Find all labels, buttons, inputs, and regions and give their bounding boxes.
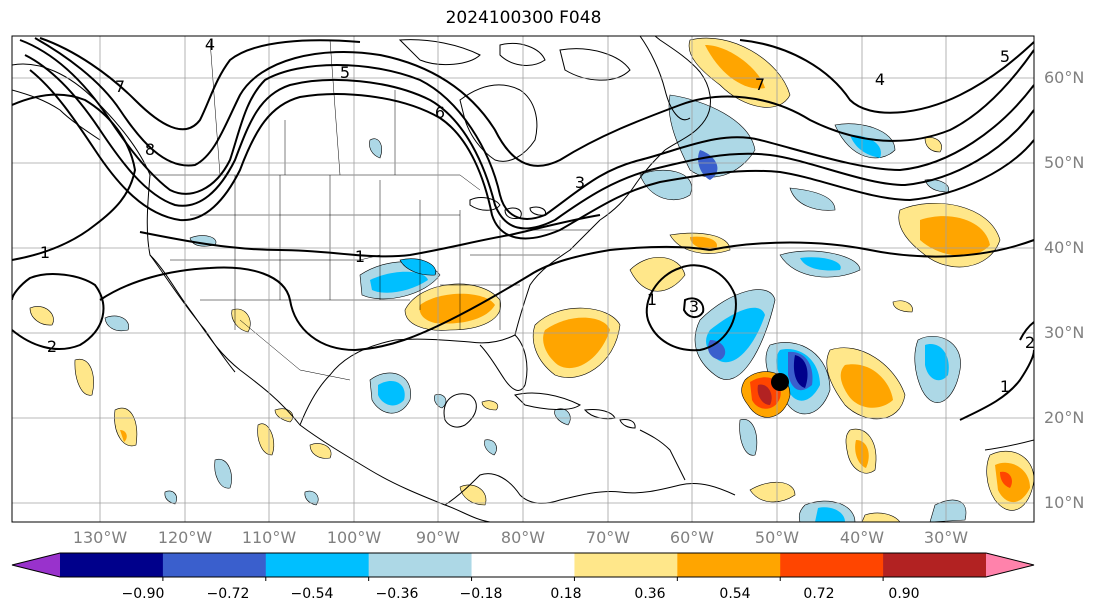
- colorbar-extend-high: [986, 553, 1034, 577]
- colorbar-segment: [162, 553, 267, 577]
- colorbar-tick-label: −0.36: [375, 586, 419, 602]
- shaded-anomalies: [29, 37, 1034, 522]
- contour-label: 4: [875, 70, 885, 89]
- lat-label: 40°N: [1044, 238, 1085, 257]
- contour-label: 2: [47, 337, 57, 356]
- contour-label: 4: [205, 35, 215, 54]
- colorbar-extend-low: [12, 553, 60, 577]
- contour-label: 8: [145, 140, 155, 159]
- colorbar: [11, 552, 1035, 581]
- lon-label: 80°W: [500, 528, 546, 547]
- lat-label: 10°N: [1044, 493, 1085, 512]
- colorbar-outline: [11, 552, 1035, 578]
- lat-label: 30°N: [1044, 323, 1085, 342]
- colorbar-segment: [265, 553, 370, 577]
- contour-label: 1: [1000, 377, 1010, 396]
- colorbar-segment: [471, 553, 575, 577]
- map-frame: [11, 35, 1035, 523]
- contour-label: 5: [1000, 47, 1010, 66]
- lon-label: 100°W: [326, 528, 382, 547]
- colorbar-segment: [574, 553, 678, 577]
- contour-label: 1: [40, 243, 50, 262]
- contour-label: 3: [575, 173, 585, 192]
- lon-label: 60°W: [669, 528, 715, 547]
- political-borders: [150, 39, 590, 381]
- storm-center-dot: [771, 373, 789, 391]
- lon-label: 90°W: [415, 528, 461, 547]
- lon-label: 40°W: [839, 528, 885, 547]
- colorbar-tick-label: 0.72: [803, 586, 835, 602]
- coastlines: [12, 36, 1034, 522]
- colorbar-tick-label: −0.90: [121, 586, 165, 602]
- contour-label: 6: [435, 103, 445, 122]
- contour-label: 5: [340, 63, 350, 82]
- contour-label: 2: [1025, 333, 1035, 352]
- colorbar-segment: [780, 553, 884, 577]
- colorbar-tick-label: −0.54: [290, 586, 334, 602]
- lat-label: 60°N: [1044, 68, 1085, 87]
- contour-label: 7: [755, 75, 765, 94]
- colorbar-segment: [883, 553, 987, 577]
- colorbar-tick-label: 0.36: [634, 586, 666, 602]
- map-title: 2024100300 F048: [445, 8, 602, 28]
- colorbar-tick-label: −0.72: [206, 586, 250, 602]
- contour-label: 1: [647, 290, 657, 309]
- lat-label: 20°N: [1044, 408, 1085, 427]
- lon-label: 50°W: [754, 528, 800, 547]
- contour-label: 7: [115, 77, 125, 96]
- lon-label: 120°W: [157, 528, 213, 547]
- lon-label: 110°W: [241, 528, 297, 547]
- colorbar-tick-label: −0.18: [459, 586, 503, 602]
- contour-label: 3: [689, 297, 699, 316]
- lat-label: 50°N: [1044, 153, 1085, 172]
- lon-label: 70°W: [585, 528, 631, 547]
- colorbar-tick-label: 0.90: [888, 586, 920, 602]
- colorbar-segment: [677, 553, 781, 577]
- colorbar-tick-label: 0.54: [719, 586, 751, 602]
- lon-label: 30°W: [923, 528, 969, 547]
- contour-label-group: 4 5 6 7 8 1 1 2 3 2 1 5 4 7 1 3: [40, 35, 1035, 396]
- colorbar-tick-label: 0.18: [550, 586, 582, 602]
- colorbar-segment: [60, 553, 164, 577]
- lon-label: 130°W: [72, 528, 128, 547]
- colorbar-segment: [368, 553, 473, 577]
- contour-lines: [12, 37, 1034, 421]
- contour-label: 1: [355, 247, 365, 266]
